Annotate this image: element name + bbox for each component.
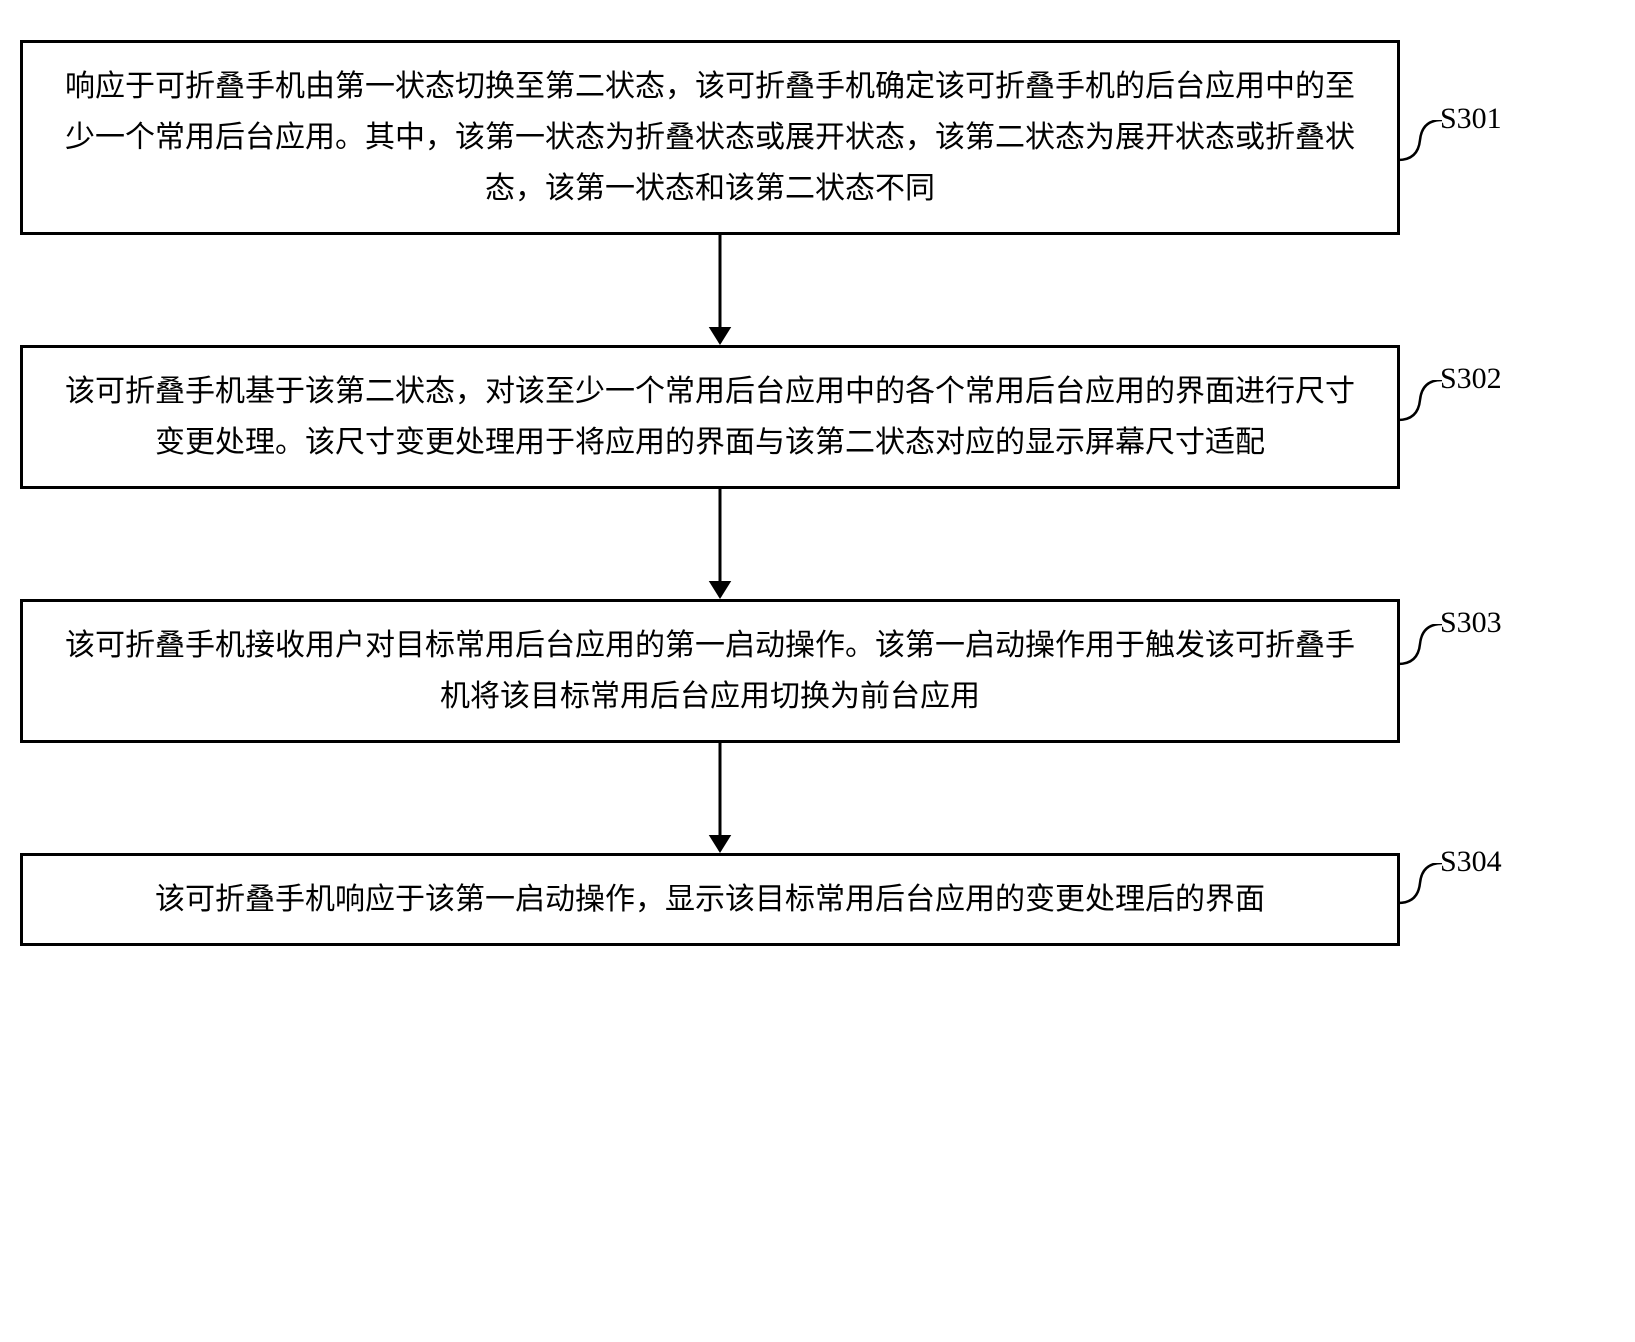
step-box: 响应于可折叠手机由第一状态切换至第二状态，该可折叠手机确定该可折叠手机的后台应用… [20,40,1400,235]
arrow-down-icon [700,743,740,853]
flowchart-container: 响应于可折叠手机由第一状态切换至第二状态，该可折叠手机确定该可折叠手机的后台应用… [20,40,1615,946]
arrow-down-icon [700,235,740,345]
flowchart-step: 该可折叠手机响应于该第一启动操作，显示该目标常用后台应用的变更处理后的界面S30… [20,853,1615,946]
step-label: S304 [1440,845,1502,879]
step-label: S302 [1440,362,1502,396]
step-box: 该可折叠手机基于该第二状态，对该至少一个常用后台应用中的各个常用后台应用的界面进… [20,345,1400,489]
step-box: 该可折叠手机响应于该第一启动操作，显示该目标常用后台应用的变更处理后的界面 [20,853,1400,946]
flowchart-step: 该可折叠手机基于该第二状态，对该至少一个常用后台应用中的各个常用后台应用的界面进… [20,345,1615,489]
step-label: S301 [1440,102,1502,136]
step-box: 该可折叠手机接收用户对目标常用后台应用的第一启动操作。该第一启动操作用于触发该可… [20,599,1400,743]
flowchart-step: 响应于可折叠手机由第一状态切换至第二状态，该可折叠手机确定该可折叠手机的后台应用… [20,40,1615,235]
flowchart-step: 该可折叠手机接收用户对目标常用后台应用的第一启动操作。该第一启动操作用于触发该可… [20,599,1615,743]
arrow-down-icon [700,489,740,599]
step-label: S303 [1440,606,1502,640]
